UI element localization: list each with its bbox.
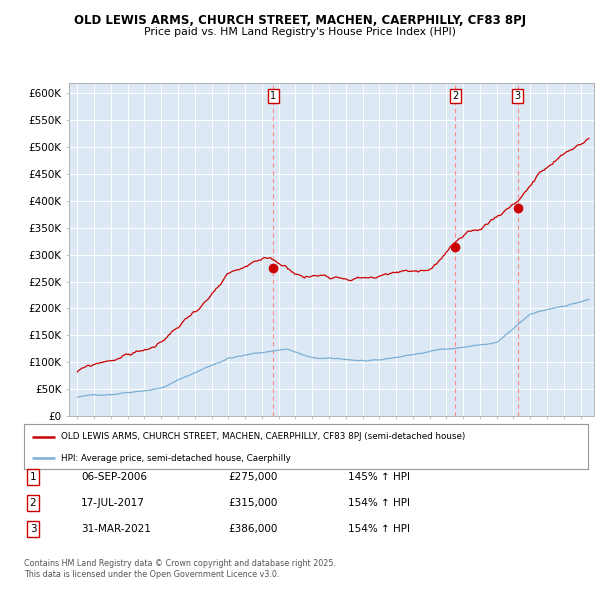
Text: 3: 3 [29,524,37,533]
Text: 06-SEP-2006: 06-SEP-2006 [81,472,147,481]
Text: Price paid vs. HM Land Registry's House Price Index (HPI): Price paid vs. HM Land Registry's House … [144,27,456,37]
Text: £275,000: £275,000 [228,472,277,481]
Text: Contains HM Land Registry data © Crown copyright and database right 2025.
This d: Contains HM Land Registry data © Crown c… [24,559,336,579]
Text: 2: 2 [452,91,458,101]
Text: HPI: Average price, semi-detached house, Caerphilly: HPI: Average price, semi-detached house,… [61,454,290,463]
Text: 145% ↑ HPI: 145% ↑ HPI [348,472,410,481]
Text: 31-MAR-2021: 31-MAR-2021 [81,524,151,533]
Text: 154% ↑ HPI: 154% ↑ HPI [348,524,410,533]
Text: 1: 1 [270,91,277,101]
Text: £315,000: £315,000 [228,498,277,507]
Text: 1: 1 [29,472,37,481]
Text: 17-JUL-2017: 17-JUL-2017 [81,498,145,507]
Text: OLD LEWIS ARMS, CHURCH STREET, MACHEN, CAERPHILLY, CF83 8PJ (semi-detached house: OLD LEWIS ARMS, CHURCH STREET, MACHEN, C… [61,432,465,441]
Text: OLD LEWIS ARMS, CHURCH STREET, MACHEN, CAERPHILLY, CF83 8PJ: OLD LEWIS ARMS, CHURCH STREET, MACHEN, C… [74,14,526,27]
Text: 154% ↑ HPI: 154% ↑ HPI [348,498,410,507]
Text: 2: 2 [29,498,37,507]
Text: 3: 3 [515,91,521,101]
Text: £386,000: £386,000 [228,524,277,533]
